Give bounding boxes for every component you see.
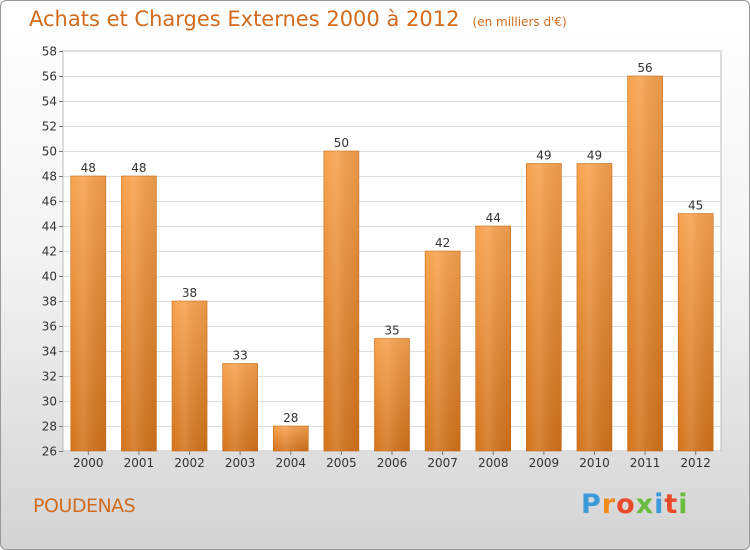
y-tick-label: 32 (42, 370, 57, 384)
bar-shine (475, 226, 511, 451)
y-tick-label: 36 (42, 320, 57, 334)
x-tick-label: 2009 (529, 456, 560, 470)
y-tick-label: 50 (42, 145, 57, 159)
bar-value-label: 38 (182, 286, 197, 300)
bar-shine (121, 176, 157, 451)
title-row: Achats et Charges Externes 2000 à 2012 (… (29, 7, 567, 31)
logo-letter: r (601, 489, 617, 520)
y-axis-ticks: 26 28 30 32 34 36 38 40 42 44 46 48 50 52 54 56 58 (42, 45, 63, 459)
bar-value-label: 49 (536, 149, 551, 163)
x-tick-label: 2003 (225, 456, 256, 470)
x-tick-label: 2007 (427, 456, 458, 470)
y-tick-label: 40 (42, 270, 57, 284)
bar-shine (576, 163, 612, 451)
y-tick-label: 44 (42, 220, 57, 234)
chart-title: Achats et Charges Externes 2000 à 2012 (29, 7, 460, 31)
x-tick-label: 2008 (478, 456, 509, 470)
bar-value-label: 48 (81, 161, 96, 175)
bar-shine (222, 363, 258, 451)
bar-shine (273, 426, 309, 451)
y-tick-label: 54 (42, 95, 57, 109)
bar-shine (425, 251, 461, 451)
y-tick-label: 34 (42, 345, 57, 359)
chart-subtitle: (en milliers d'€) (472, 15, 567, 29)
bar-value-label: 45 (688, 199, 703, 213)
x-tick-label: 2002 (174, 456, 205, 470)
x-tick-label: 2011 (630, 456, 661, 470)
x-tick-label: 2012 (680, 456, 711, 470)
x-tick-label: 2004 (275, 456, 306, 470)
bar-shine (526, 163, 562, 451)
bar-shine (374, 338, 410, 451)
logo-letter: t (664, 489, 679, 520)
y-tick-label: 56 (42, 70, 57, 84)
y-tick-label: 28 (42, 420, 57, 434)
bar-value-label: 48 (131, 161, 146, 175)
bar-value-label: 50 (334, 136, 349, 150)
bar-value-label: 42 (435, 236, 450, 250)
bar-value-label: 28 (283, 411, 298, 425)
y-tick-label: 48 (42, 170, 57, 184)
logo-letter: i (678, 489, 689, 520)
bar-shine (627, 76, 663, 451)
x-tick-label: 2005 (326, 456, 357, 470)
x-tick-label: 2006 (377, 456, 408, 470)
x-axis-ticks: 2000 2001 2002 2003 2004 2005 2006 2007 2008 2009… (73, 451, 711, 470)
y-tick-label: 42 (42, 245, 57, 259)
proxiti-logo: Proxiti (581, 489, 689, 520)
bar-shine (172, 301, 208, 451)
bar-value-label: 56 (637, 61, 652, 75)
y-tick-label: 58 (42, 45, 57, 59)
bar-value-label: 44 (486, 211, 501, 225)
bar-shine (323, 151, 359, 451)
bar-value-label: 49 (587, 149, 602, 163)
x-tick-label: 2001 (124, 456, 155, 470)
y-tick-label: 26 (42, 445, 57, 459)
bars: 48 48 38 33 28 50 35 42 44 49 49 56 45 (70, 61, 714, 452)
y-tick-label: 46 (42, 195, 57, 209)
logo-letter: o (616, 489, 636, 520)
y-tick-label: 52 (42, 120, 57, 134)
city-label: POUDENAS (33, 495, 136, 517)
logo-letter: i (654, 489, 665, 520)
bar-shine (70, 176, 106, 451)
bar-value-label: 33 (233, 349, 248, 363)
y-tick-label: 38 (42, 295, 57, 309)
y-tick-label: 30 (42, 395, 57, 409)
x-tick-label: 2000 (73, 456, 104, 470)
logo-letter: P (581, 489, 602, 520)
logo-letter: x (635, 489, 655, 520)
x-tick-label: 2010 (579, 456, 610, 470)
bar-value-label: 35 (384, 324, 399, 338)
bar-shine (678, 213, 714, 451)
